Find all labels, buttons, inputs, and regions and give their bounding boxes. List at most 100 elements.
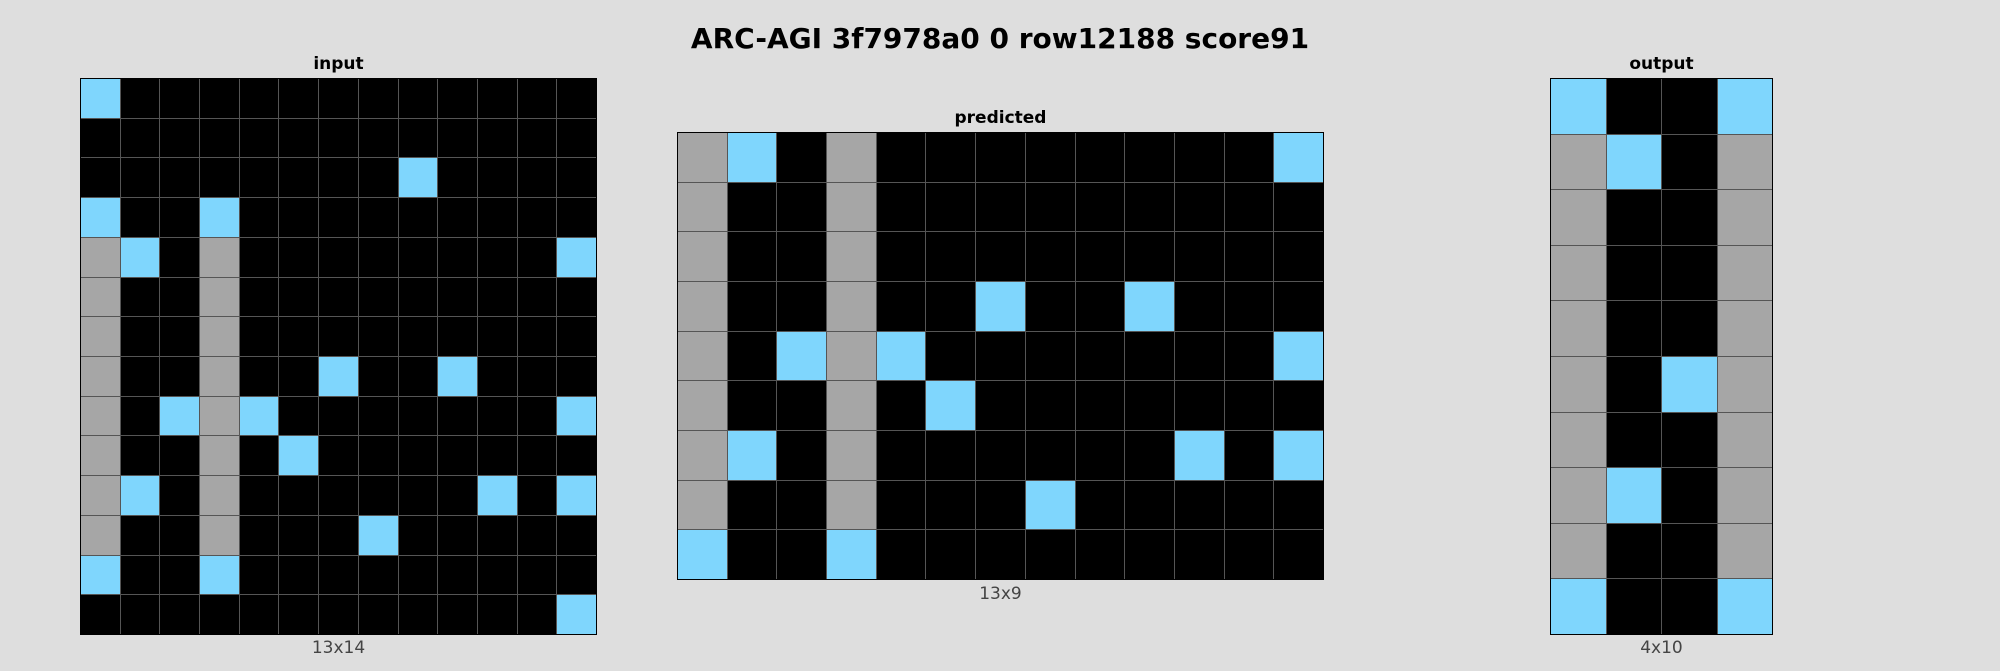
input-cell: [438, 198, 477, 237]
input-cell: [279, 515, 319, 555]
predicted-cell: [678, 182, 727, 232]
input-cell: [239, 515, 279, 555]
predicted-cell: [727, 431, 777, 480]
input-cell: [319, 118, 358, 158]
input-cell: [120, 515, 160, 555]
output-cell: [1551, 412, 1606, 468]
input-cell: [279, 118, 319, 158]
input-cell: [358, 595, 398, 634]
output-cell: [1551, 523, 1606, 579]
input-cell: [438, 118, 477, 158]
predicted-cell: [777, 431, 827, 480]
input-cell: [358, 476, 398, 515]
input-cell: [200, 357, 239, 396]
predicted-cell: [1274, 530, 1323, 579]
predicted-cell: [876, 331, 926, 381]
input-cell: [319, 357, 358, 396]
output-cell: [1606, 79, 1661, 134]
predicted-cell: [827, 331, 876, 381]
predicted-cell: [1125, 133, 1174, 182]
output-grid: [1550, 78, 1773, 635]
predicted-cell: [777, 232, 827, 281]
output-cell: [1551, 134, 1606, 190]
output-cell: [1717, 579, 1772, 634]
predicted-cell: [1025, 232, 1075, 281]
input-cell: [557, 118, 596, 158]
predicted-cell: [827, 182, 876, 232]
output-cell: [1606, 468, 1661, 523]
predicted-cell: [777, 182, 827, 232]
predicted-cell: [827, 133, 876, 182]
input-cell: [517, 396, 557, 436]
input-cell: [398, 198, 438, 237]
predicted-cell: [1025, 133, 1075, 182]
input-cell: [279, 555, 319, 595]
predicted-cell: [1075, 431, 1125, 480]
input-cell: [319, 198, 358, 237]
input-cell: [557, 158, 596, 198]
input-cell: [438, 277, 477, 317]
output-cell: [1717, 190, 1772, 245]
input-cell: [200, 158, 239, 198]
predicted-cell: [1025, 480, 1075, 530]
input-cell: [517, 515, 557, 555]
input-cell: [160, 198, 200, 237]
predicted-cell: [678, 381, 727, 430]
predicted-cell: [678, 480, 727, 530]
predicted-cell: [1174, 331, 1224, 381]
predicted-cell: [1174, 133, 1224, 182]
predicted-cell: [1224, 381, 1274, 430]
predicted-cell: [1224, 431, 1274, 480]
input-cell: [319, 515, 358, 555]
input-cell: [239, 237, 279, 277]
input-cell: [239, 158, 279, 198]
predicted-cell: [876, 133, 926, 182]
input-cell: [120, 79, 160, 118]
input-cell: [160, 436, 200, 476]
input-cell: [319, 79, 358, 118]
predicted-cell: [1025, 381, 1075, 430]
input-cell: [200, 118, 239, 158]
output-cell: [1551, 79, 1606, 134]
input-cell: [358, 515, 398, 555]
input-cell: [398, 357, 438, 396]
predicted-cell: [1125, 331, 1174, 381]
predicted-cell: [727, 530, 777, 579]
input-cell: [398, 158, 438, 198]
predicted-cell: [678, 133, 727, 182]
input-cell: [398, 277, 438, 317]
input-cell: [477, 476, 517, 515]
output-cell: [1717, 245, 1772, 301]
input-cell: [279, 396, 319, 436]
output-cell: [1551, 579, 1606, 634]
input-cell: [557, 436, 596, 476]
output-grid-dimensions: 4x10: [1640, 638, 1683, 658]
input-cell: [120, 277, 160, 317]
predicted-panel-title: predicted: [954, 108, 1047, 128]
predicted-cell: [1075, 331, 1125, 381]
predicted-cell: [1125, 530, 1174, 579]
input-cell: [358, 198, 398, 237]
input-cell: [160, 118, 200, 158]
predicted-cell: [777, 282, 827, 331]
output-cell: [1717, 356, 1772, 412]
predicted-cell: [827, 381, 876, 430]
input-cell: [477, 555, 517, 595]
input-cell: [160, 595, 200, 634]
predicted-cell: [976, 182, 1025, 232]
predicted-cell: [1025, 431, 1075, 480]
input-panel: input 13x14: [80, 52, 597, 658]
input-cell: [81, 396, 120, 436]
output-cell: [1717, 412, 1772, 468]
input-cell: [557, 277, 596, 317]
input-cell: [279, 198, 319, 237]
input-panel-title: input: [313, 54, 364, 74]
input-cell: [517, 158, 557, 198]
output-cell: [1551, 190, 1606, 245]
output-cell: [1662, 79, 1717, 134]
output-cell: [1551, 301, 1606, 356]
output-cell: [1662, 301, 1717, 356]
input-cell: [358, 555, 398, 595]
input-cell: [239, 198, 279, 237]
predicted-cell: [678, 331, 727, 381]
